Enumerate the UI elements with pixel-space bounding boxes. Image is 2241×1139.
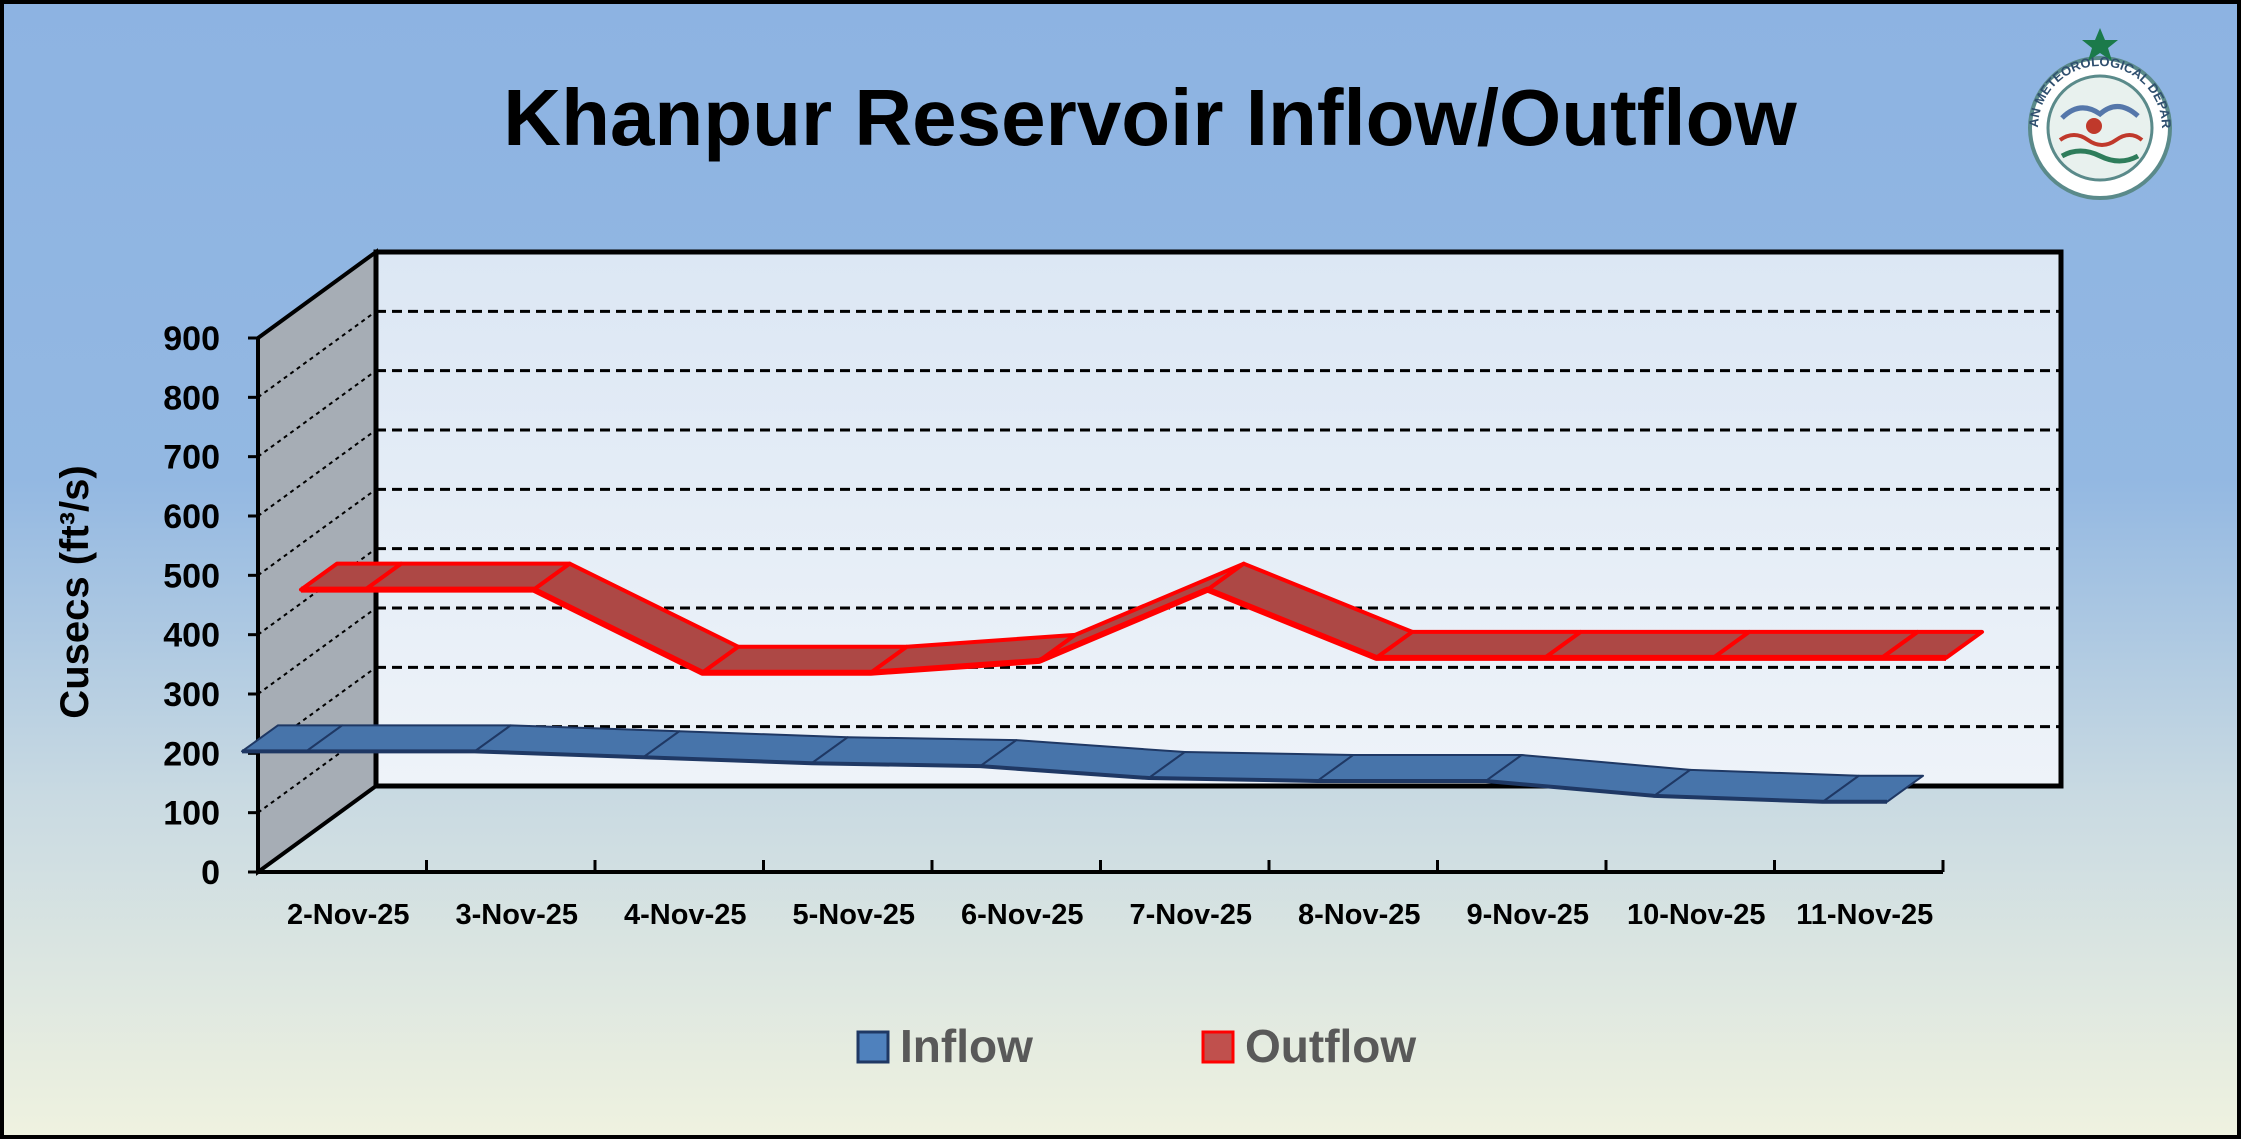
- gridline-side: [257, 488, 377, 577]
- y-tick-label: 0: [201, 854, 220, 892]
- y-axis-label: Cusecs (ft³/s): [53, 465, 97, 718]
- y-tick-label: 600: [163, 498, 220, 536]
- x-tick-label: 6-Nov-25: [961, 899, 1084, 931]
- y-tick-label: 300: [163, 676, 220, 714]
- legend-label-inflow: Inflow: [900, 1020, 1033, 1072]
- chart-title: Khanpur Reservoir Inflow/Outflow: [503, 73, 1797, 162]
- x-tick-label: 2-Nov-25: [287, 899, 410, 931]
- series-front-edge: [301, 586, 1946, 676]
- y-tick-label: 100: [163, 795, 220, 833]
- y-tick-label: 900: [163, 320, 220, 358]
- y-tick-label: 700: [163, 439, 220, 477]
- series-inflow: [241, 724, 1924, 804]
- x-tick-label: 7-Nov-25: [1130, 899, 1253, 931]
- gridline-side: [257, 429, 377, 517]
- x-tick-label: 4-Nov-25: [624, 899, 747, 931]
- x-tick-label: 10-Nov-25: [1627, 899, 1766, 931]
- x-tick-label: 8-Nov-25: [1298, 899, 1421, 931]
- legend: Inflow Outflow: [856, 1020, 1416, 1072]
- legend-swatch-outflow: [1201, 1030, 1235, 1064]
- plot-area: 0 100 200 300 400 500 600 700 800 900 2-Nov-25 3-No…: [163, 248, 2064, 931]
- x-tick-label: 3-Nov-25: [456, 899, 579, 931]
- series-front-edge: [242, 749, 1887, 804]
- y-tick-label: 200: [163, 735, 220, 773]
- y-tick-label: 400: [163, 617, 220, 655]
- back-wall: [373, 249, 2064, 789]
- gridline-side: [257, 369, 377, 458]
- y-tick-label: 500: [163, 557, 220, 595]
- x-tick-label: 11-Nov-25: [1796, 899, 1933, 931]
- series-outflow: [299, 561, 1984, 676]
- gridline-side: [257, 251, 377, 339]
- y-tick-label: 800: [163, 379, 220, 417]
- gridline-side: [257, 607, 377, 695]
- legend-label-outflow: Outflow: [1245, 1020, 1416, 1072]
- legend-swatch-inflow: [856, 1030, 890, 1064]
- x-tick-label: 5-Nov-25: [793, 899, 916, 931]
- x-tick-label: 9-Nov-25: [1467, 899, 1590, 931]
- gridline-side: [257, 310, 377, 399]
